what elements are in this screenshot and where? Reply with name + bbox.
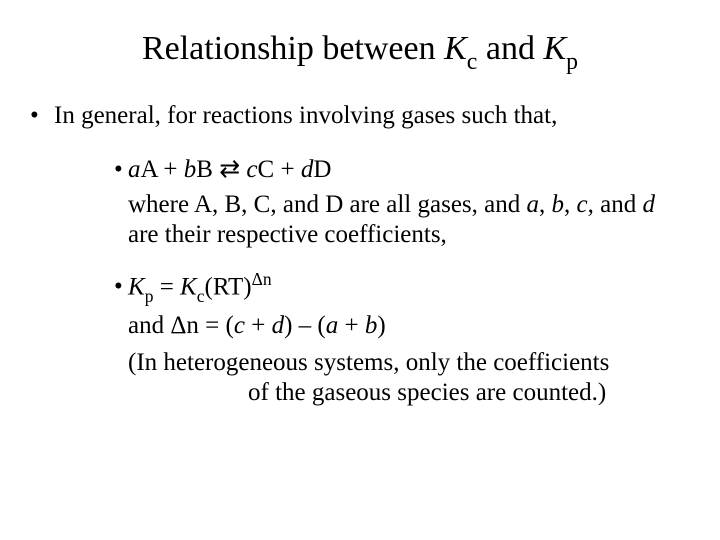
rxn-C: C + [258, 156, 301, 183]
title-kc-k: K [444, 30, 467, 67]
where-c3: , and [588, 191, 643, 218]
title-kc-sub: c [467, 49, 478, 75]
note-line2: of the gaseous species are counted.) [128, 378, 690, 409]
bullet-dot: • [30, 102, 54, 130]
eq-kp-k: K [128, 273, 145, 300]
title-text-1: Relationship between [142, 30, 444, 67]
rxn-coef-d: d [301, 156, 314, 183]
eq-kp-p: p [145, 286, 154, 306]
where-a: a [527, 191, 540, 218]
rxn-D: D [313, 156, 331, 183]
title-kp-k: K [543, 30, 566, 67]
dn-end: ) [377, 312, 385, 339]
where-end: are their respective coefficients, [128, 221, 447, 248]
rxn-coef-c: c [240, 156, 257, 183]
eq-dn: Δn [252, 269, 272, 289]
rxn-coef-b: b [184, 156, 197, 183]
dn-plus2: + [338, 312, 365, 339]
dn-mid: ) – ( [284, 312, 326, 339]
slide: Relationship between Kc and Kp •In gener… [0, 0, 720, 409]
delta-n-line: and Δn = (c + d) – (a + b) [128, 311, 690, 342]
reaction-line: •aA + bB ⇄ cC + dD [114, 154, 690, 184]
bullet1-text: In general, for reactions involving gase… [54, 102, 557, 129]
bullet-dot-l2b: • [114, 273, 128, 301]
eq-kc-k: K [180, 273, 197, 300]
where-c2: , [564, 191, 577, 218]
where-line: where A, B, C, and D are all gases, and … [128, 190, 690, 251]
rxn-A: A + [141, 156, 184, 183]
dn-plus1: + [245, 312, 272, 339]
dn-a: a [326, 312, 339, 339]
bullet-dot-l2: • [114, 156, 128, 184]
dn-b: b [365, 312, 378, 339]
where-c: c [577, 191, 588, 218]
slide-title: Relationship between Kc and Kp [30, 30, 690, 74]
eq-rt: (RT) [205, 273, 252, 300]
where-d: d [642, 191, 655, 218]
dn-1: and Δn = ( [128, 312, 234, 339]
where-1: where A, B, C, and D are all gases, and [128, 191, 527, 218]
where-b: b [552, 191, 565, 218]
title-kp-sub: p [566, 49, 578, 75]
kp-equation: •Kp = Kc(RT)Δn [114, 269, 690, 305]
eq-equals: = [153, 273, 180, 300]
bullet-level1: •In general, for reactions involving gas… [30, 102, 690, 130]
rxn-B: B [196, 156, 219, 183]
rxn-coef-a: a [128, 156, 141, 183]
rxn-arrows: ⇄ [219, 156, 240, 183]
title-and: and [477, 30, 543, 67]
eq-kc-c: c [197, 286, 205, 306]
note-block: (In heterogeneous systems, only the coef… [128, 348, 690, 409]
note-line1: (In heterogeneous systems, only the coef… [128, 349, 609, 376]
dn-d: d [272, 312, 285, 339]
dn-c: c [234, 312, 245, 339]
level2-block: •aA + bB ⇄ cC + dD where A, B, C, and D … [114, 154, 690, 409]
where-c1: , [539, 191, 552, 218]
